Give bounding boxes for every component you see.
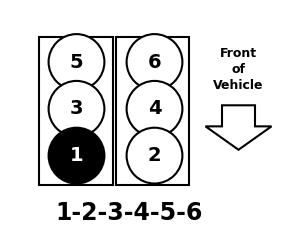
Ellipse shape xyxy=(127,128,182,183)
Text: 2: 2 xyxy=(148,146,161,165)
Text: 4: 4 xyxy=(148,99,161,118)
Text: 3: 3 xyxy=(70,99,83,118)
Ellipse shape xyxy=(49,81,104,137)
Polygon shape xyxy=(206,105,272,150)
Bar xyxy=(39,37,112,185)
Text: 6: 6 xyxy=(148,52,161,72)
Ellipse shape xyxy=(127,34,182,90)
Ellipse shape xyxy=(49,128,104,183)
Text: Front
of
Vehicle: Front of Vehicle xyxy=(213,47,264,92)
Text: 1-2-3-4-5-6: 1-2-3-4-5-6 xyxy=(55,201,203,225)
Text: 1: 1 xyxy=(70,146,83,165)
Text: 5: 5 xyxy=(70,52,83,72)
Ellipse shape xyxy=(49,34,104,90)
Ellipse shape xyxy=(127,81,182,137)
Bar xyxy=(116,37,189,185)
